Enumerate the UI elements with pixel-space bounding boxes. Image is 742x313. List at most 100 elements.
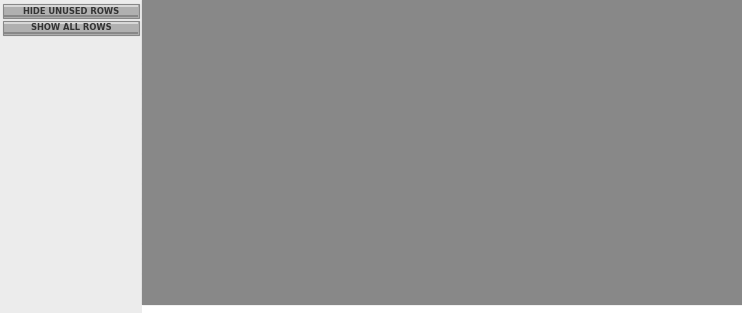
Bar bbox=[527, 274, 530, 289]
Text: 8: 8 bbox=[381, 262, 386, 271]
Text: MENU ITEM STATS: MENU ITEM STATS bbox=[414, 3, 513, 13]
Text: 9.0%: 9.0% bbox=[682, 129, 700, 135]
Text: 31.9%: 31.9% bbox=[467, 247, 490, 256]
Bar bbox=[707, 154, 710, 169]
Text: 4.17: 4.17 bbox=[441, 157, 457, 166]
Text: 12.92: 12.92 bbox=[500, 142, 521, 151]
Text: 976.00: 976.00 bbox=[636, 233, 662, 239]
Text: 8.25: 8.25 bbox=[441, 67, 457, 76]
Text: 14.95: 14.95 bbox=[499, 247, 522, 256]
Text: 4.50: 4.50 bbox=[441, 217, 458, 226]
Text: 110: 110 bbox=[315, 112, 331, 121]
Bar bbox=[707, 79, 710, 94]
Text: Item
Sales: Item Sales bbox=[545, 18, 565, 37]
Text: 8: 8 bbox=[146, 157, 151, 166]
Text: Roast Loin of Pork: Roast Loin of Pork bbox=[157, 217, 226, 226]
Text: 5.1%: 5.1% bbox=[682, 233, 700, 239]
Bar bbox=[315, 50, 332, 63]
Text: 6.4%: 6.4% bbox=[682, 173, 700, 179]
Bar bbox=[401, 0, 527, 17]
Text: 14.25: 14.25 bbox=[499, 127, 522, 136]
Text: 1,497.50: 1,497.50 bbox=[539, 84, 571, 90]
Text: 12.70: 12.70 bbox=[499, 67, 522, 76]
Text: 7.6%: 7.6% bbox=[682, 114, 700, 120]
Bar bbox=[3, 21, 139, 35]
Text: 12.20: 12.20 bbox=[500, 232, 521, 241]
Text: Menu
Price: Menu Price bbox=[407, 18, 428, 37]
Bar bbox=[142, 0, 742, 313]
Text: 39.0%: 39.0% bbox=[467, 82, 490, 91]
Bar bbox=[401, 274, 527, 289]
Bar bbox=[398, 124, 401, 139]
Text: 13.45: 13.45 bbox=[499, 217, 522, 226]
Text: 29.95: 29.95 bbox=[407, 82, 429, 91]
Text: 960.70: 960.70 bbox=[636, 158, 662, 165]
Text: 587.11: 587.11 bbox=[588, 173, 614, 179]
Bar bbox=[711, 260, 742, 273]
Bar bbox=[142, 289, 742, 304]
Bar bbox=[398, 49, 401, 64]
Text: 13: 13 bbox=[378, 157, 388, 166]
Text: 8.3%: 8.3% bbox=[344, 187, 363, 196]
Text: Broiled Diver Scallops: Broiled Diver Scallops bbox=[157, 202, 242, 211]
Text: Char Grilled Beef Tenderloin: Char Grilled Beef Tenderloin bbox=[157, 52, 266, 61]
Text: STANDARD: STANDARD bbox=[715, 54, 742, 59]
Text: 3.5%: 3.5% bbox=[344, 82, 363, 91]
Text: 50: 50 bbox=[318, 82, 329, 91]
Text: 1,225.89: 1,225.89 bbox=[632, 173, 666, 179]
Text: 14.78: 14.78 bbox=[499, 157, 522, 166]
Text: 28.6%: 28.6% bbox=[467, 127, 490, 136]
Bar bbox=[527, 214, 530, 229]
Text: 34.9%: 34.9% bbox=[467, 202, 490, 211]
Bar bbox=[401, 244, 527, 259]
Text: 25.1%: 25.1% bbox=[467, 277, 490, 286]
Text: 30.4%: 30.4% bbox=[464, 292, 492, 301]
Text: 40: 40 bbox=[318, 67, 329, 76]
Bar bbox=[398, 169, 401, 184]
Text: 8.76: 8.76 bbox=[502, 172, 519, 181]
Text: 7.6%: 7.6% bbox=[344, 112, 363, 121]
Bar bbox=[711, 230, 742, 243]
Text: 423.36: 423.36 bbox=[588, 143, 614, 150]
Text: 19.95: 19.95 bbox=[407, 127, 429, 136]
Bar bbox=[707, 124, 710, 139]
Bar bbox=[707, 169, 710, 184]
Text: Item
Cost: Item Cost bbox=[593, 18, 610, 37]
Text: Angus Beef Burger with Bacon & Cheese: Angus Beef Burger with Bacon & Cheese bbox=[157, 172, 316, 181]
Bar bbox=[527, 169, 530, 184]
Bar bbox=[530, 0, 707, 17]
Text: 15: 15 bbox=[144, 262, 154, 271]
Text: 11.95: 11.95 bbox=[499, 277, 522, 286]
Bar bbox=[707, 184, 710, 199]
Bar bbox=[527, 184, 530, 199]
Bar bbox=[530, 64, 707, 79]
Text: 4.19: 4.19 bbox=[441, 172, 457, 181]
Text: 913.27: 913.27 bbox=[636, 84, 662, 90]
Text: 9: 9 bbox=[146, 172, 151, 181]
Bar bbox=[398, 109, 401, 124]
Bar bbox=[401, 109, 527, 124]
Text: 110: 110 bbox=[315, 217, 331, 226]
Text: 1,075.50: 1,075.50 bbox=[633, 279, 666, 285]
Bar bbox=[398, 244, 401, 259]
Text: 120: 120 bbox=[315, 127, 332, 136]
Text: Roasted Duck w/Balsamic Glaze: Roasted Duck w/Balsamic Glaze bbox=[157, 67, 282, 76]
Text: 6.5%: 6.5% bbox=[682, 264, 700, 269]
Text: 6.78: 6.78 bbox=[441, 112, 457, 121]
Bar bbox=[711, 110, 742, 123]
Text: STANDARD: STANDARD bbox=[715, 114, 742, 120]
Text: 2.7%: 2.7% bbox=[682, 69, 700, 74]
Bar bbox=[530, 124, 707, 139]
Text: 12.95: 12.95 bbox=[407, 172, 429, 181]
Text: 1,549.86: 1,549.86 bbox=[633, 54, 666, 59]
Text: 6.00: 6.00 bbox=[441, 262, 458, 271]
Text: POPULARITY: POPULARITY bbox=[318, 3, 387, 13]
Text: Gross
Margin: Gross Margin bbox=[497, 18, 524, 37]
Bar bbox=[527, 94, 530, 109]
Text: 1,435.50: 1,435.50 bbox=[539, 279, 571, 285]
Bar bbox=[398, 94, 401, 109]
Text: 2: 2 bbox=[381, 187, 386, 196]
Bar bbox=[401, 64, 527, 79]
Text: 271.05: 271.05 bbox=[588, 158, 614, 165]
Text: 12.95: 12.95 bbox=[499, 262, 522, 271]
